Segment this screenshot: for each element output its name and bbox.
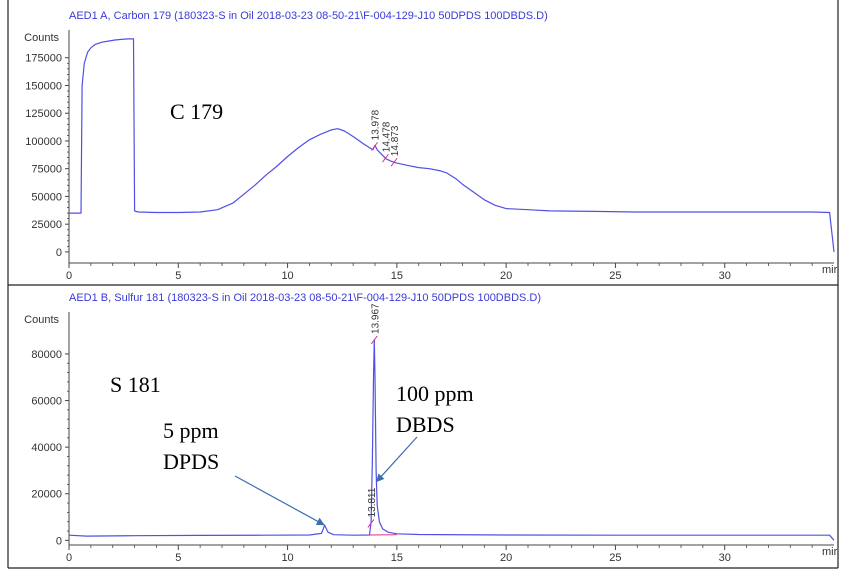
carbon-y-axis-label: Counts <box>24 32 59 44</box>
carbon-y-tick-label: 50000 <box>31 191 62 203</box>
carbon-peak-label: 14.873 <box>390 125 401 156</box>
dpds-callout-line1: 5 ppm <box>163 418 219 443</box>
dpds-callout-line2: DPDS <box>163 449 219 474</box>
sulfur-element-label: S 181 <box>110 372 161 397</box>
sulfur-y-tick-label: 80000 <box>31 349 62 361</box>
dbds-callout-line2: DBDS <box>396 412 455 437</box>
carbon-element-label: C 179 <box>170 99 223 124</box>
carbon-y-tick-label: 150000 <box>25 80 62 92</box>
dbds-callout-line1: 100 ppm <box>396 381 474 406</box>
sulfur-panel: AED1 B, Sulfur 181 (180323-S in Oil 2018… <box>24 292 837 564</box>
carbon-trace-line <box>69 39 834 252</box>
sulfur-x-tick-label: 5 <box>175 552 181 564</box>
sulfur-x-tick-label: 10 <box>281 552 293 564</box>
carbon-y-tick-label: 0 <box>56 247 62 259</box>
carbon-plot-area: 0 25000 50000 75000 100000 125000 150000 175000… <box>25 30 834 282</box>
carbon-x-tick-label: 0 <box>66 270 72 282</box>
callout-arrow-line <box>235 476 325 525</box>
carbon-y-tick-label: 100000 <box>25 136 62 148</box>
sulfur-peak-label: 13.967 <box>370 303 381 334</box>
sulfur-panel-title: AED1 B, Sulfur 181 (180323-S in Oil 2018… <box>69 292 541 304</box>
carbon-x-tick-label: 15 <box>391 270 403 282</box>
carbon-x-tick-label: 5 <box>175 270 181 282</box>
carbon-peak-marker <box>391 158 397 166</box>
sulfur-y-tick-label: 40000 <box>31 442 62 454</box>
carbon-y-tick-label: 25000 <box>31 219 62 231</box>
carbon-x-tick-label: 25 <box>609 270 621 282</box>
carbon-y-tick-label: 75000 <box>31 164 62 176</box>
sulfur-y-tick-label: 0 <box>56 535 62 547</box>
carbon-y-tick-label: 175000 <box>25 53 62 65</box>
sulfur-x-tick-label: 25 <box>609 552 621 564</box>
carbon-peak-label: 13.978 <box>371 109 382 140</box>
carbon-x-axis-unit: mir <box>822 264 838 276</box>
carbon-x-tick-label: 10 <box>281 270 293 282</box>
carbon-x-tick-label: 30 <box>719 270 731 282</box>
sulfur-y-tick-label: 20000 <box>31 489 62 501</box>
sulfur-x-axis-unit: mir <box>822 546 838 558</box>
sulfur-y-tick-label: 60000 <box>31 396 62 408</box>
sulfur-x-tick-label: 15 <box>391 552 403 564</box>
sulfur-peak-label: 13.811 <box>367 487 378 517</box>
callout-arrow-line <box>376 437 417 482</box>
sulfur-x-tick-label: 0 <box>66 552 72 564</box>
sulfur-x-tick-label: 30 <box>719 552 731 564</box>
sulfur-x-tick-label: 20 <box>500 552 512 564</box>
carbon-y-tick-label: 125000 <box>25 108 62 120</box>
carbon-x-tick-label: 20 <box>500 270 512 282</box>
carbon-panel: AED1 A, Carbon 179 (180323-S in Oil 2018… <box>24 10 837 282</box>
sulfur-y-axis-label: Counts <box>24 314 59 326</box>
carbon-panel-title: AED1 A, Carbon 179 (180323-S in Oil 2018… <box>69 10 548 22</box>
